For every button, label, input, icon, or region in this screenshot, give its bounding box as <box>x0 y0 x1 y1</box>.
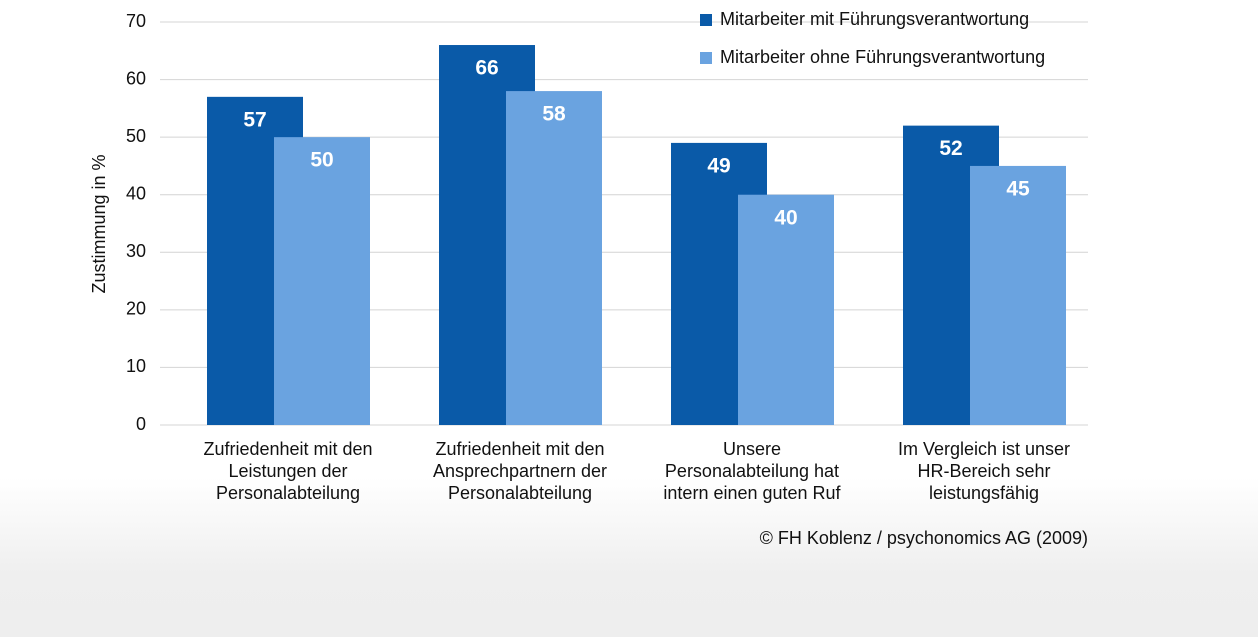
x-tick-label: Im Vergleich ist unser HR-Bereich sehr lei… <box>898 439 1070 503</box>
value-label: 58 <box>542 103 566 126</box>
bar <box>506 91 602 425</box>
value-label: 40 <box>774 206 797 229</box>
bar <box>970 165 1066 425</box>
y-tick-label: 70 <box>126 11 146 31</box>
bar <box>274 137 370 425</box>
x-tick-label: Zufriedenheit mit den Leistungen der Perso… <box>203 439 372 503</box>
y-axis-label: Zustimmung in % <box>89 154 109 293</box>
legend-label: Mitarbeiter ohne Führungsverantwortung <box>720 47 1045 67</box>
legend-swatch <box>700 14 712 26</box>
value-label: 50 <box>310 149 333 172</box>
annotation: © FH Koblenz / psychonomics AG (2009) <box>760 528 1088 548</box>
value-label: 57 <box>243 108 266 131</box>
value-label: 49 <box>707 154 730 177</box>
value-label: 66 <box>475 57 498 80</box>
y-tick-label: 20 <box>126 299 146 319</box>
y-tick-label: 60 <box>126 68 146 88</box>
y-tick-label: 40 <box>126 183 146 203</box>
y-tick-label: 30 <box>126 241 146 261</box>
value-label: 52 <box>939 137 962 160</box>
bar <box>738 194 834 425</box>
legend-label: Mitarbeiter mit Führungsverantwortung <box>720 9 1029 29</box>
legend-swatch <box>700 52 712 64</box>
y-tick-label: 0 <box>136 414 146 434</box>
value-label: 45 <box>1006 177 1030 200</box>
y-tick-label: 50 <box>126 126 146 146</box>
y-tick-label: 10 <box>126 356 146 376</box>
x-tick-label: Unsere Personalabteilung hat intern einen … <box>663 439 841 503</box>
x-tick-label: Zufriedenheit mit den Ansprechpartnern de… <box>433 439 607 503</box>
